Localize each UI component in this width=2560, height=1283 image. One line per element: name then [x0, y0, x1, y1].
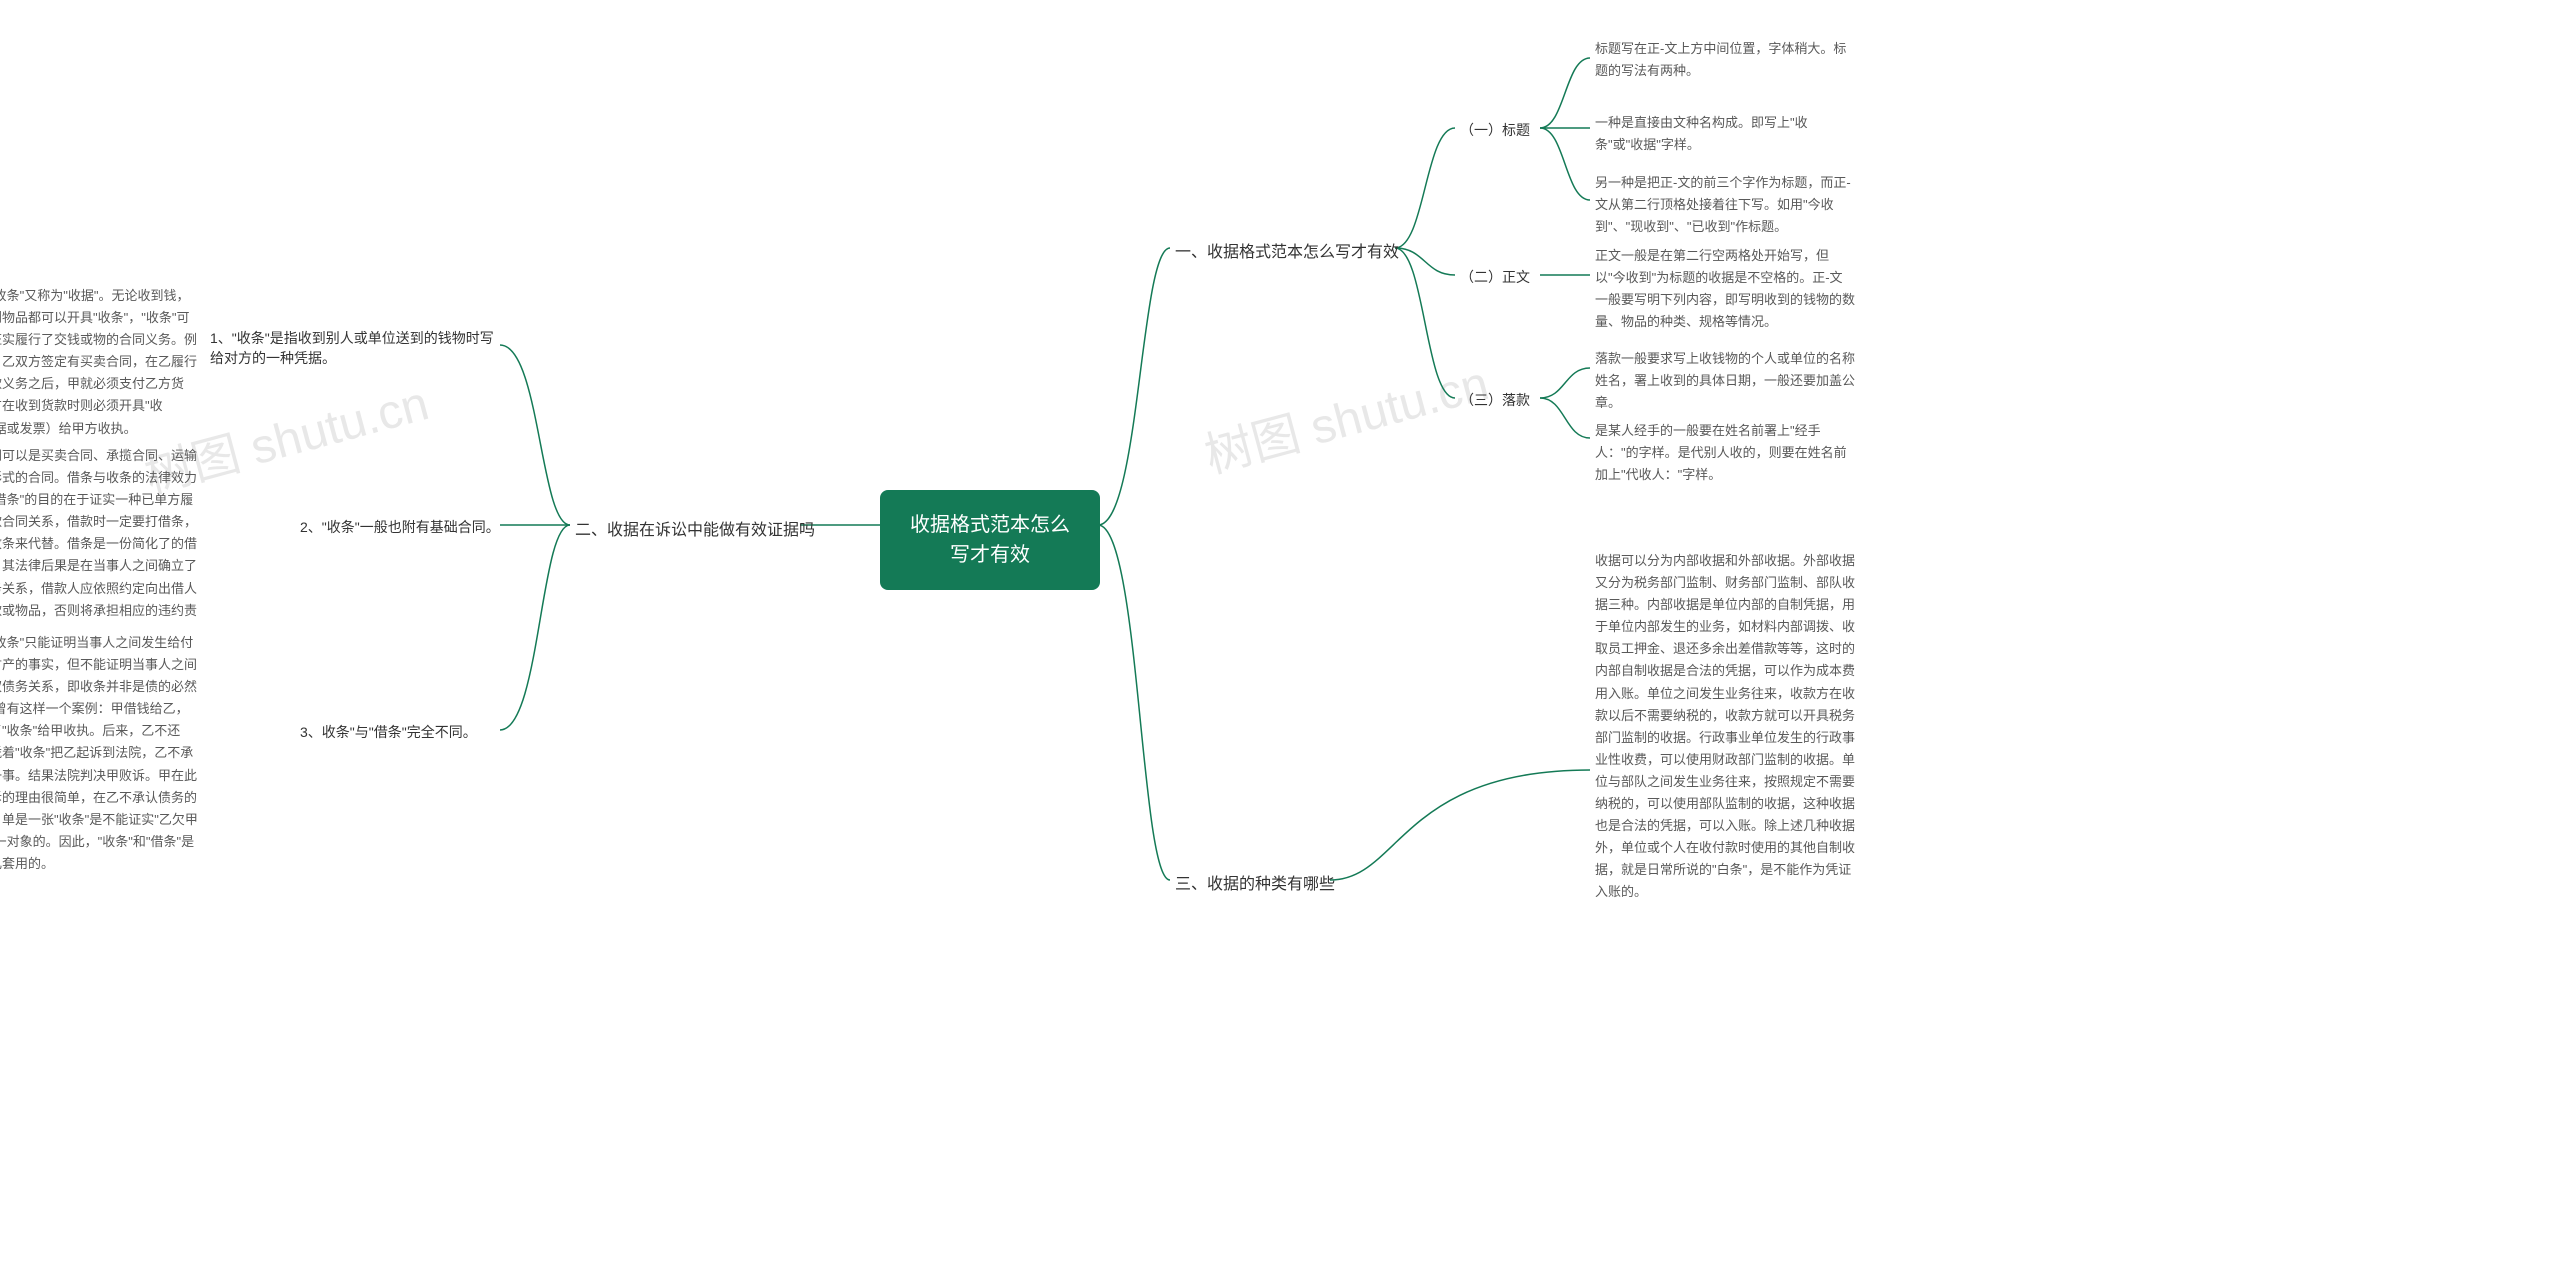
detail-1-2-1: 正文一般是在第二行空两格处开始写，但以"今收到"为标题的收据是不空格的。正-文一… — [1595, 245, 1855, 333]
detail-2-1: 正式的"收条"又称为"收据"。无论收到钱，还是收到物品都可以开具"收条"，"收条… — [0, 285, 200, 440]
center-node: 收据格式范本怎么写才有效 — [880, 490, 1100, 590]
detail-1-3-2: 是某人经手的一般要在姓名前署上"经手人："的字样。是代别人收的，则要在姓名前加上… — [1595, 420, 1855, 486]
detail-1-1-2: 一种是直接由文种名构成。即写上"收条"或"收据"字样。 — [1595, 112, 1855, 156]
connector-lines — [0, 0, 2560, 1283]
branch-3: 三、收据的种类有哪些 — [1175, 870, 1335, 894]
leaf-1-2: （二）正文 — [1460, 267, 1530, 287]
watermark: 树图 shutu.cn — [1196, 344, 1495, 487]
detail-3-1: 收据可以分为内部收据和外部收据。外部收据又分为税务部门监制、财务部门监制、部队收… — [1595, 550, 1855, 904]
detail-1-1-1: 标题写在正-文上方中间位置，字体稍大。标题的写法有两种。 — [1595, 38, 1855, 82]
leaf-2-2: 2、"收条"一般也附有基础合同。 — [300, 517, 500, 537]
detail-2-2: 基础合同可以是买卖合同、承揽合同、运输合同等形式的合同。借条与收条的法律效力不同… — [0, 445, 200, 644]
detail-2-3: 单独的"收条"只能证明当事人之间发生给付与收取财产的事实，但不能证明当事人之间存… — [0, 632, 200, 875]
leaf-2-3: 3、收条"与"借条"完全不同。 — [300, 722, 477, 742]
detail-1-3-1: 落款一般要求写上收钱物的个人或单位的名称姓名，署上收到的具体日期，一般还要加盖公… — [1595, 348, 1855, 414]
detail-1-1-3: 另一种是把正-文的前三个字作为标题，而正-文从第二行顶格处接着往下写。如用"今收… — [1595, 172, 1855, 238]
leaf-1-1: （一）标题 — [1460, 120, 1530, 140]
leaf-1-3: （三）落款 — [1460, 390, 1530, 410]
branch-1: 一、收据格式范本怎么写才有效 — [1175, 238, 1399, 262]
leaf-2-1: 1、"收条"是指收到别人或单位送到的钱物时写给对方的一种凭据。 — [210, 328, 500, 368]
branch-2: 二、收据在诉讼中能做有效证据吗 — [575, 516, 815, 540]
